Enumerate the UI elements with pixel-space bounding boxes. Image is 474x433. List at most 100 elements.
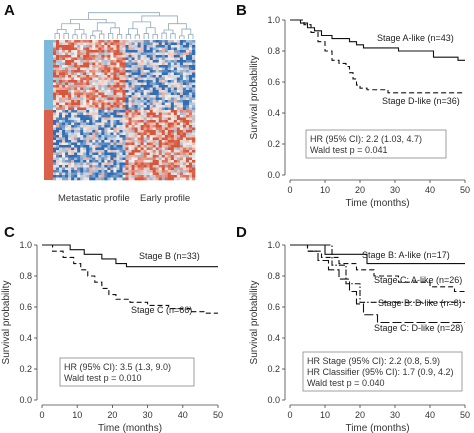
heatmap-cell: [86, 72, 90, 76]
heatmap-cell: [164, 122, 169, 126]
heatmap-cell: [77, 92, 81, 96]
x-axis-label: Time (months): [345, 198, 409, 209]
heatmap-cell: [122, 160, 126, 163]
heatmap-cell: [140, 167, 144, 171]
heatmap-cell: [143, 130, 147, 133]
heatmap-cell: [173, 77, 178, 81]
heatmap-cell: [98, 102, 102, 106]
heatmap-cell: [92, 97, 96, 101]
heatmap-cell: [119, 47, 123, 51]
heatmap-cell: [86, 55, 90, 58]
heatmap-cell: [155, 122, 160, 126]
heatmap-cell: [179, 57, 184, 61]
heatmap-cell: [65, 120, 69, 123]
heatmap-cell: [131, 137, 135, 141]
heatmap-cell: [107, 95, 111, 98]
heatmap-cell: [191, 85, 196, 88]
heatmap-cell: [119, 77, 123, 81]
heatmap-cell: [56, 170, 60, 173]
heatmap-cell: [83, 110, 87, 113]
heatmap-cell: [179, 42, 184, 46]
dendrogram-branch: [110, 27, 120, 35]
heatmap-cell: [182, 60, 187, 63]
heatmap-cell: [101, 130, 105, 133]
heatmap-cell: [53, 47, 57, 51]
heatmap-cell: [74, 57, 78, 61]
dendrogram-branch: [54, 33, 60, 39]
heatmap-cell: [158, 57, 163, 61]
heatmap-cell: [113, 60, 117, 63]
heatmap-cell: [53, 172, 57, 176]
heatmap-cell: [140, 142, 144, 146]
heatmap-cell: [179, 110, 184, 113]
heatmap-cell: [65, 157, 69, 161]
heatmap-cell: [149, 135, 153, 138]
heatmap-cell: [116, 155, 120, 158]
heatmap-cell: [59, 162, 63, 166]
heatmap-cell: [53, 177, 57, 181]
heatmap-cell: [107, 90, 111, 93]
heatmap-cell: [131, 57, 135, 61]
heatmap-cell: [77, 100, 81, 103]
heatmap-cell: [167, 60, 172, 63]
heatmap-cell: [134, 165, 138, 168]
heatmap-cell: [80, 162, 84, 166]
heatmap-cell: [110, 120, 114, 123]
heatmap-cell: [161, 95, 166, 98]
heatmap-cell: [176, 162, 181, 166]
heatmap-cell: [179, 80, 184, 83]
heatmap-cell: [89, 90, 93, 93]
heatmap-cell: [119, 80, 123, 83]
heatmap-cell: [77, 135, 81, 138]
heatmap-cell: [92, 102, 96, 106]
heatmap-cell: [65, 92, 69, 96]
heatmap-cell: [164, 102, 169, 106]
heatmap-cell: [191, 40, 196, 43]
heatmap-cell: [65, 145, 69, 148]
heatmap-cell: [182, 85, 187, 88]
heatmap-cell: [170, 60, 175, 63]
heatmap-cell: [113, 122, 117, 126]
heatmap-cell: [170, 152, 175, 156]
heatmap-cell: [53, 137, 57, 141]
heatmap-cell: [107, 162, 111, 166]
heatmap-cell: [191, 170, 196, 173]
heatmap-cell: [140, 95, 144, 98]
heatmap-cell: [155, 162, 160, 166]
heatmap-cell: [119, 95, 123, 98]
heatmap-cell: [65, 87, 69, 91]
heatmap-cell: [65, 70, 69, 73]
heatmap-cell: [158, 125, 163, 128]
heatmap-cell: [53, 75, 57, 78]
heatmap-cell: [149, 120, 153, 123]
heatmap-cell: [113, 77, 117, 81]
heatmap-cell: [122, 87, 126, 91]
heatmap-cell: [155, 177, 160, 181]
heatmap-cell: [155, 80, 160, 83]
heatmap-cell: [86, 75, 90, 78]
heatmap-cell: [71, 77, 75, 81]
heatmap-cell: [53, 140, 57, 143]
heatmap-cell: [56, 57, 60, 61]
heatmap-cell: [134, 47, 138, 51]
heatmap-cell: [152, 155, 157, 158]
heatmap-cell: [188, 177, 193, 181]
heatmap-cell: [68, 87, 72, 91]
heatmap-cell: [134, 110, 138, 113]
heatmap-cell: [161, 112, 166, 116]
heatmap-cell: [134, 152, 138, 156]
heatmap-cell: [113, 75, 117, 78]
heatmap-cell: [149, 175, 153, 178]
heatmap-cell: [191, 87, 196, 91]
heatmap-cell: [119, 67, 123, 71]
heatmap-cell: [137, 42, 141, 46]
heatmap-cell: [125, 147, 129, 151]
heatmap-cell: [110, 105, 114, 108]
heatmap-cell: [122, 80, 126, 83]
heatmap-cell: [68, 135, 72, 138]
heatmap-cell: [137, 172, 141, 176]
heatmap-cell: [185, 90, 190, 93]
heatmap-cell: [131, 52, 135, 56]
heatmap-cell: [134, 145, 138, 148]
heatmap-cell: [104, 130, 108, 133]
